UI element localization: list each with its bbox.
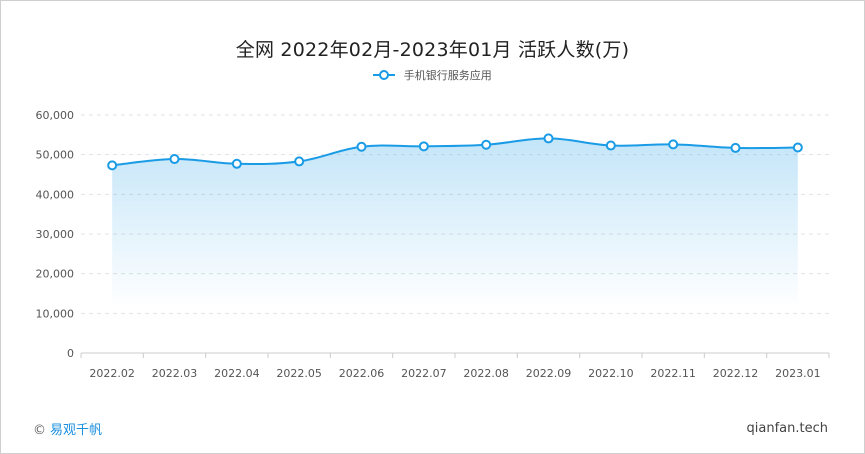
footer-site: qianfan.tech	[746, 421, 828, 436]
y-tick-label: 60,000	[36, 109, 75, 122]
chart-legend[interactable]: 手机银行服务应用	[1, 67, 864, 83]
data-point[interactable]	[730, 142, 741, 153]
legend-series-label: 手机银行服务应用	[403, 69, 492, 82]
y-tick-label: 20,000	[36, 268, 75, 281]
series-area-fill	[112, 138, 798, 303]
data-point[interactable]	[481, 139, 492, 150]
y-tick-label: 50,000	[36, 149, 75, 162]
x-tick-label: 2022.04	[214, 367, 260, 380]
data-point[interactable]	[356, 141, 367, 152]
legend-line-marker-icon	[373, 70, 396, 80]
x-tick-label: 2022.07	[401, 367, 447, 380]
x-tick-label: 2022.02	[89, 367, 135, 380]
data-point[interactable]	[543, 133, 554, 144]
brand-name: 易观千帆	[50, 423, 103, 438]
x-tick-label: 2022.09	[526, 367, 572, 380]
footer-brand: © 易观千帆	[33, 419, 102, 438]
x-tick-label: 2022.03	[152, 367, 198, 380]
data-point[interactable]	[169, 154, 180, 165]
y-tick-label: 40,000	[36, 188, 75, 201]
y-tick-label: 0	[67, 347, 74, 360]
x-tick-label: 2022.11	[650, 367, 696, 380]
data-point[interactable]	[668, 139, 679, 150]
x-tick-label: 2022.12	[713, 367, 759, 380]
data-point[interactable]	[107, 160, 118, 171]
data-point[interactable]	[231, 158, 242, 169]
x-tick-label: 2022.05	[276, 367, 322, 380]
x-tick-label: 2023.01	[775, 367, 821, 380]
data-point[interactable]	[792, 142, 803, 153]
y-tick-label: 10,000	[36, 307, 75, 320]
data-point[interactable]	[605, 140, 616, 151]
x-tick-label: 2022.06	[339, 367, 385, 380]
x-tick-label: 2022.08	[463, 367, 509, 380]
copyright-icon: ©	[33, 423, 46, 438]
y-tick-label: 30,000	[36, 228, 75, 241]
data-point[interactable]	[418, 141, 429, 152]
x-tick-label: 2022.10	[588, 367, 634, 380]
chart-title: 全网 2022年02月-2023年01月 活跃人数(万)	[235, 39, 630, 61]
data-point[interactable]	[294, 156, 305, 167]
